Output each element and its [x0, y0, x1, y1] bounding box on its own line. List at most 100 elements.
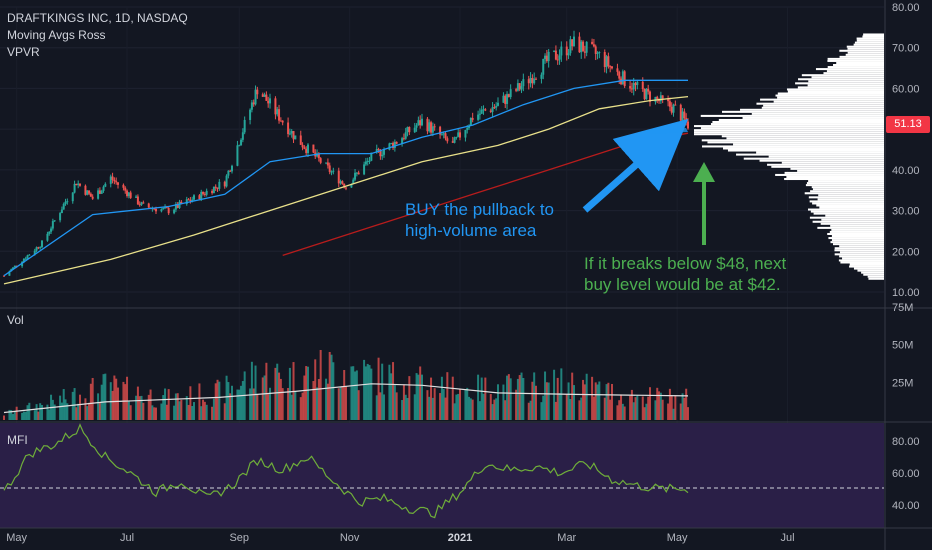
candle-body [468, 125, 471, 128]
candle-body [326, 162, 329, 166]
candle-body [645, 88, 648, 100]
vpvr-bar [853, 267, 884, 270]
volume-bar [667, 403, 670, 420]
candle-body [290, 131, 293, 134]
volume-bar [417, 374, 420, 420]
volume-bar [160, 403, 163, 420]
candle-body [491, 107, 494, 112]
vpvr-bar [763, 104, 884, 107]
volume-bar [533, 372, 536, 420]
vpvr-bar [784, 171, 884, 174]
moving-avg-legend[interactable]: Moving Avgs Ross [7, 28, 106, 42]
volume-bar [162, 395, 165, 420]
volume-bar [607, 382, 610, 420]
candle-body [478, 113, 481, 115]
candle-body [79, 183, 81, 186]
candle-body [466, 127, 469, 131]
volume-bar [203, 401, 206, 420]
vpvr-bar [777, 92, 884, 95]
candle-body [140, 202, 143, 205]
vpvr-legend[interactable]: VPVR [7, 45, 40, 59]
candle-body [603, 52, 606, 68]
volume-bar [683, 397, 686, 420]
volume-bar [91, 377, 94, 420]
candle-body [33, 250, 36, 255]
volume-bar [468, 396, 471, 420]
vpvr-bar [856, 37, 884, 40]
vpvr-bar [838, 259, 884, 262]
candle-body [415, 125, 418, 128]
volume-bar [212, 398, 215, 420]
vpvr-bar [826, 70, 884, 73]
candle-body [355, 172, 358, 174]
volume-bar [326, 383, 329, 420]
candle-body [480, 109, 483, 114]
vpvr-bar [797, 86, 884, 89]
vpvr-bar [786, 175, 884, 178]
price-tick-label: 10.00 [892, 287, 920, 299]
mfi-pane-label[interactable]: MFI [7, 433, 28, 447]
candle-body [497, 102, 499, 106]
vpvr-bar [862, 35, 884, 38]
candle-body [126, 190, 129, 197]
vpvr-bar [773, 100, 884, 103]
volume-bar [238, 389, 241, 420]
volume-bar [39, 403, 42, 420]
candle-body [616, 68, 619, 72]
volume-bar [547, 382, 550, 420]
volume-bar [276, 363, 279, 420]
candle-body [413, 127, 416, 133]
vpvr-bar [808, 196, 884, 199]
volume-bar [274, 367, 277, 420]
volume-tick-label: 75M [892, 302, 913, 314]
candle-body [366, 160, 369, 162]
candle-body [198, 195, 201, 200]
candle-body [231, 165, 233, 172]
candle-body [558, 55, 561, 60]
candle-body [408, 126, 411, 133]
candle-body [453, 137, 456, 143]
candle-body [212, 186, 215, 194]
volume-bar [214, 383, 217, 420]
volume-bar [98, 402, 101, 420]
vpvr-bar [834, 253, 884, 256]
vpvr-bar [830, 224, 884, 227]
vpvr-bar [817, 198, 884, 201]
price-tick-label: 60.00 [892, 83, 920, 95]
volume-bar [193, 402, 195, 420]
volume-bar [636, 395, 639, 420]
candle-body [178, 201, 181, 208]
volume-bar [390, 373, 393, 420]
candle-body [48, 231, 51, 234]
candle-body [173, 209, 176, 214]
candle-body [256, 89, 259, 95]
vpvr-bar [726, 137, 884, 140]
candle-body [383, 149, 385, 155]
time-tick-label: 2021 [448, 532, 472, 544]
volume-bar [189, 386, 192, 420]
candle-body [263, 94, 266, 97]
candle-body [375, 149, 378, 153]
candle-body [185, 199, 188, 205]
vpvr-bar [827, 232, 884, 235]
candle-body [580, 41, 583, 53]
candle-body [395, 141, 398, 144]
volume-bar [554, 401, 557, 420]
vpvr-bar [694, 133, 884, 136]
volume-bar [430, 377, 433, 420]
vpvr-bar [707, 141, 884, 144]
volume-bar [51, 399, 54, 420]
vpvr-bar [818, 194, 884, 197]
volume-bar [477, 374, 480, 420]
vpvr-bar [861, 271, 884, 274]
vpvr-bar [702, 145, 884, 148]
volume-pane-label[interactable]: Vol [7, 313, 24, 327]
vpvr-bar [812, 220, 884, 223]
vpvr-bar [831, 235, 884, 238]
vpvr-bar [775, 173, 884, 176]
symbol-title[interactable]: DRAFTKINGS INC, 1D, NASDAQ [7, 11, 188, 25]
candle-body [53, 220, 56, 222]
candle-body [91, 196, 94, 199]
candle-body [97, 190, 100, 199]
candle-body [287, 122, 290, 135]
